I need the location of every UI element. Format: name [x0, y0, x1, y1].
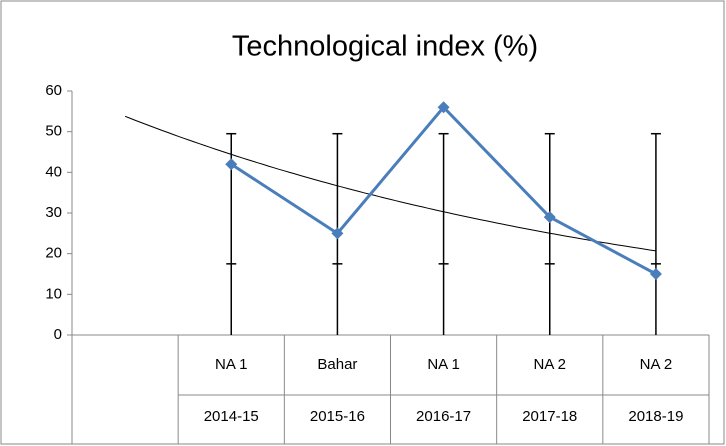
- x-tick-label-year: 2016-17: [416, 408, 471, 425]
- y-tick-label: 30: [45, 204, 62, 221]
- trendline: [124, 115, 656, 252]
- x-tick-label: NA 2: [533, 356, 566, 373]
- x-tick-label-year: 2015-16: [310, 408, 365, 425]
- marker: [543, 211, 556, 224]
- x-tick-label: Bahar: [317, 356, 357, 373]
- y-tick-label: 0: [54, 326, 62, 343]
- marker: [225, 158, 238, 171]
- y-tick-label: 20: [45, 245, 62, 262]
- y-tick-label: 50: [45, 123, 62, 140]
- x-tick-label: NA 2: [640, 356, 673, 373]
- x-tick-label: NA 1: [215, 356, 248, 373]
- x-tick-label-year: 2017-18: [522, 408, 577, 425]
- marker: [437, 101, 450, 114]
- y-tick-label: 60: [45, 82, 62, 99]
- x-tick-label-year: 2014-15: [204, 408, 259, 425]
- x-tick-label: NA 1: [427, 356, 460, 373]
- x-tick-label-year: 2018-19: [628, 408, 683, 425]
- marker: [331, 227, 344, 240]
- y-tick-label: 40: [45, 163, 62, 180]
- marker: [649, 268, 662, 280]
- y-tick-label: 10: [45, 285, 62, 302]
- chart-title: Technological index (%): [232, 31, 538, 63]
